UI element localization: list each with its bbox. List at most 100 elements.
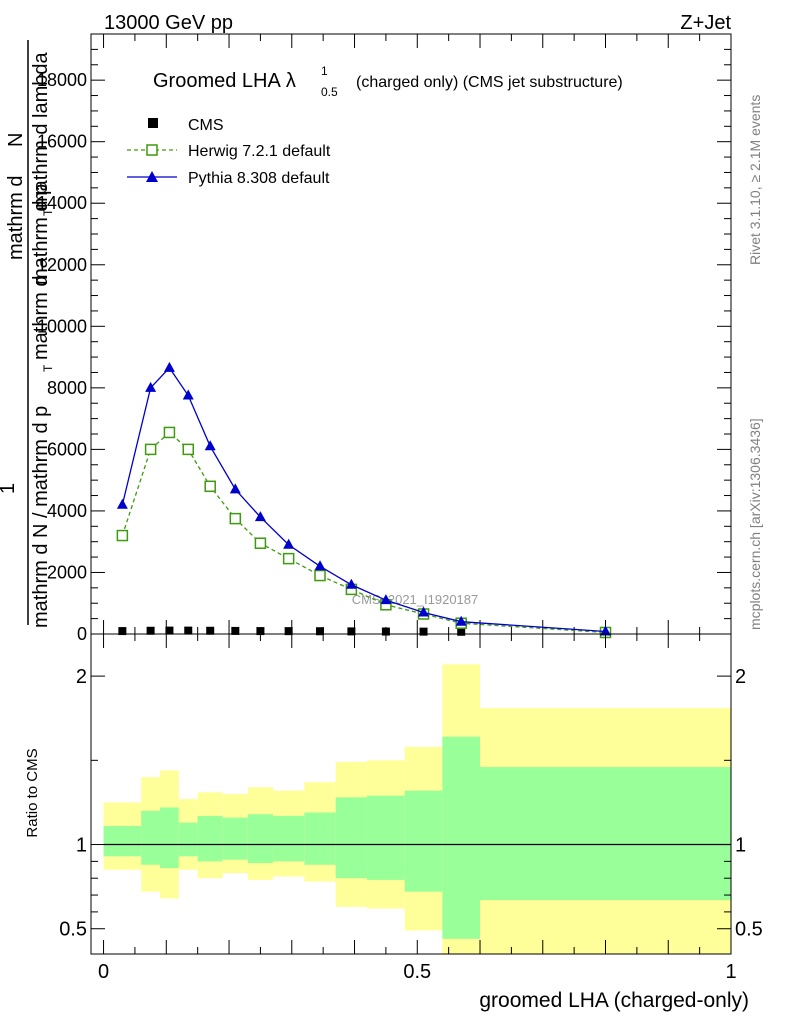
ratio-inner-band [367,795,405,880]
main-y-tick-label: 4000 [47,501,87,521]
plot-title-symbol: λ [286,70,296,92]
header-collision-label: 13000 GeV pp [104,12,233,34]
data-point-cms [381,627,390,636]
ylabel-part-9: mathrm d [30,276,52,360]
data-point-cms [284,627,293,636]
data-point-pythia [163,361,175,372]
ratio-inner-band [222,817,248,860]
ratio-y-tick-label-right: 1 [735,835,746,857]
ratio-x-tick-label: 1 [725,961,736,983]
data-point-cms [165,626,174,635]
main-y-axis-label: mathrm d N mathrm d p T mathrm d lambda … [0,40,55,628]
ylabel-part-5: mathrm d lambda [30,52,52,208]
ratio-inner-band [141,810,161,865]
data-point-pythia [418,606,430,617]
legend-marker-cms [148,118,158,128]
ratio-plot-panel: 0.5 0.51 12 2 0 0.5 1 Ratio to CMS groomed LH… [24,633,763,1012]
legend-marker-pythia [146,171,158,182]
plot-title-rest: (charged only) (CMS jet substructure) [356,74,623,91]
legend: CMS Herwig 7.2.1 default Pythia 8.308 de… [127,117,331,187]
ylabel-part-4: T [41,208,55,216]
data-point-herwig [163,426,176,439]
main-y-tick-label: 6000 [47,439,87,459]
series-line-2 [121,366,606,633]
data-point-cms [206,626,215,635]
data-point-herwig [282,552,295,565]
ratio-plot-frame [90,633,732,955]
ylabel-part-2: N [5,133,27,147]
ratio-inner-band [197,815,223,862]
data-point-pythia [229,483,241,494]
data-point-pythia [116,498,128,509]
main-y-tick-label: 14000 [37,193,87,213]
main-series-group [116,361,612,639]
main-y-tick-label: 12000 [37,255,87,275]
data-point-cms [231,626,240,635]
ratio-y-tick-label: 1 [76,835,87,857]
x-axis-label: groomed LHA (charged-only) [479,989,749,1012]
ratio-x-tick-label: 0.5 [403,961,431,983]
main-y-tick-label: 8000 [47,378,87,398]
data-point-herwig [182,443,195,456]
data-point-pythia [380,594,392,605]
data-point-pythia [455,615,467,626]
ylabel-part-7: mathrm d N / mathrm d p [30,406,52,628]
data-point-cms [118,627,127,636]
data-point-cms [347,627,356,636]
main-y-tick-label: 0 [77,624,87,644]
ratio-y-axis: 0.5 0.5 1 1 2 2 [59,666,763,941]
data-point-pythia [314,560,326,571]
ratio-uncertainty-bands [103,664,731,954]
data-point-herwig [229,512,242,525]
ratio-inner-band [272,815,305,862]
ratio-y-tick-label-right: 0.5 [735,919,763,941]
ratio-inner-band [247,814,273,864]
ratio-inner-band [442,736,481,939]
data-point-cms [419,627,428,636]
data-point-herwig [314,569,326,582]
plot-title-main: Groomed LHA [153,70,281,92]
main-y-tick-label: 18000 [37,70,87,90]
data-point-herwig [254,537,267,549]
plot-title-subscript: 0.5 [321,85,338,99]
main-y-axis: 0 2000 4000 6000 8000 10000 12000 14000 16000 180… [37,33,731,644]
ratio-inner-band [103,826,142,857]
ylabel-part-8: T [41,364,55,372]
data-point-cms [146,626,155,635]
ratio-inner-band [480,767,731,901]
ylabel-part-1: mathrm d [5,176,27,260]
ylabel-part-6: 1 [0,483,19,494]
data-point-pythia [204,440,216,451]
data-point-cms [256,627,265,636]
header-process-label: Z+Jet [680,12,731,34]
ratio-inner-band [160,807,179,869]
main-y-tick-label: 2000 [47,562,87,582]
ratio-y-axis-label: Ratio to CMS [24,748,41,837]
data-point-herwig [204,480,216,493]
ratio-inner-band [404,790,443,892]
ylabel-part-3: mathrm d p [30,184,52,285]
ratio-x-axis: 0 0.5 1 [98,634,737,983]
ratio-y-tick-label: 0.5 [59,919,87,941]
rivet-version-label: Rivet 3.1.10, ≥ 2.1M events [747,95,763,265]
ratio-y-tick-label-right: 2 [735,666,746,688]
data-point-pythia [600,625,612,636]
main-plot-panel: 0 2000 4000 6000 8000 10000 12000 14000 16000 180… [0,33,732,644]
plot-title-superscript: 1 [321,64,328,78]
data-point-pythia [283,538,295,549]
ratio-x-tick-label: 0 [98,961,109,983]
data-point-cms [457,627,466,636]
data-point-cms [316,627,325,636]
data-point-cms [184,626,193,635]
mcplots-label: mcplots.cern.ch [arXiv:1306.3436] [747,418,763,630]
data-point-pythia [345,578,357,589]
legend-label-pythia: Pythia 8.308 default [188,170,330,187]
legend-label-herwig: Herwig 7.2.1 default [188,143,331,160]
data-point-herwig [116,529,129,542]
ratio-y-tick-label: 2 [76,666,87,688]
ratio-inner-band [304,812,336,865]
legend-marker-herwig [146,144,158,156]
ratio-inner-band [178,822,198,857]
main-y-tick-label: 10000 [37,316,87,336]
